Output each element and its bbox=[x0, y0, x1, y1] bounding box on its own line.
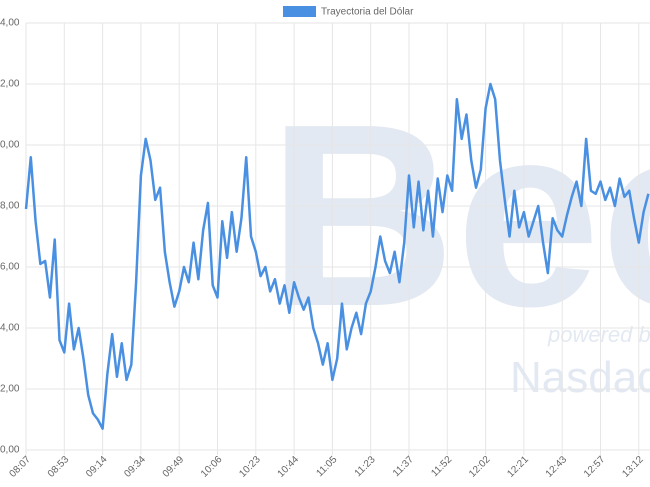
line-series bbox=[24, 82, 650, 430]
x-tick-label: 11:05 bbox=[314, 454, 339, 479]
x-tick-label: 10:44 bbox=[276, 454, 302, 480]
y-tick-label: 6,00 bbox=[0, 262, 20, 273]
legend-label[interactable]: Trayectoria del Dólar bbox=[321, 7, 414, 18]
y-tick-label: 2,00 bbox=[0, 79, 20, 90]
x-tick-label: 12:21 bbox=[505, 454, 531, 480]
x-tick-label: 09:34 bbox=[122, 454, 148, 480]
y-tick-label: 4,00 bbox=[0, 18, 20, 29]
x-tick-label: 10:06 bbox=[199, 454, 225, 480]
x-tick-label: 08:07 bbox=[8, 454, 34, 480]
legend-swatch[interactable] bbox=[283, 6, 316, 17]
x-tick-label: 10:23 bbox=[237, 454, 263, 480]
x-tick-label: 11:37 bbox=[391, 454, 416, 479]
y-tick-label: 0,00 bbox=[0, 445, 20, 456]
y-tick-label: 8,00 bbox=[0, 201, 20, 212]
y-tick-label: 2,00 bbox=[0, 384, 20, 395]
x-tick-label: 09:14 bbox=[84, 454, 110, 480]
x-tick-label: 09:49 bbox=[161, 454, 187, 480]
grid bbox=[25, 22, 650, 455]
watermark-tagline: powered b bbox=[547, 322, 650, 347]
y-tick-label: 4,00 bbox=[0, 323, 20, 334]
x-tick-label: 12:43 bbox=[544, 454, 570, 480]
x-tick-label: 08:53 bbox=[46, 454, 72, 480]
x-tick-label: 12:02 bbox=[467, 454, 493, 480]
y-tick-label: 0,00 bbox=[0, 140, 20, 151]
watermark-partner: Nasdaq bbox=[510, 353, 650, 402]
x-tick-label: 13:12 bbox=[620, 454, 646, 480]
x-tick-label: 11:52 bbox=[429, 454, 454, 479]
x-tick-label: 11:23 bbox=[353, 454, 378, 479]
x-tick-label: 12:57 bbox=[582, 454, 608, 480]
